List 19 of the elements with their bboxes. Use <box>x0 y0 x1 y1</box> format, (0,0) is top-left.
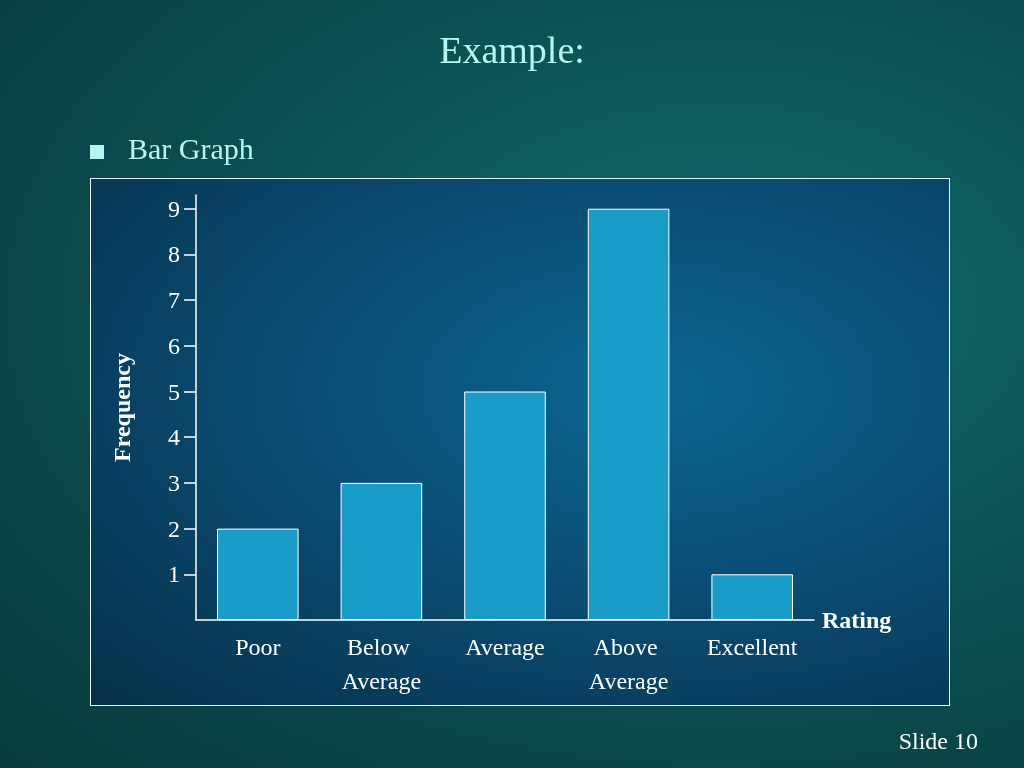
y-axis-title: Frequency <box>109 353 135 462</box>
y-tick-label: 5 <box>168 378 180 405</box>
x-axis-title: Rating <box>822 607 892 633</box>
y-tick-label: 3 <box>168 469 180 496</box>
y-tick-label: 8 <box>168 241 180 268</box>
y-tick-label: 4 <box>168 424 180 451</box>
x-tick-label: Above Average <box>588 634 669 694</box>
x-tick-label: Below Average <box>341 634 422 694</box>
x-tick-label: Poor <box>235 634 281 660</box>
x-tick-label: Average <box>465 634 545 660</box>
x-tick-label: Excellent <box>706 634 798 660</box>
y-tick-label: 7 <box>168 287 180 314</box>
chart-title: Example: <box>438 28 586 72</box>
y-tick-label: 1 <box>168 561 180 588</box>
y-tick-label: 2 <box>168 515 180 542</box>
text: Slide 10 <box>898 728 978 755</box>
chart-subtitle: Bar Graph <box>128 132 254 166</box>
y-tick-label: 6 <box>168 332 180 359</box>
y-tick-label: 9 <box>168 195 180 222</box>
